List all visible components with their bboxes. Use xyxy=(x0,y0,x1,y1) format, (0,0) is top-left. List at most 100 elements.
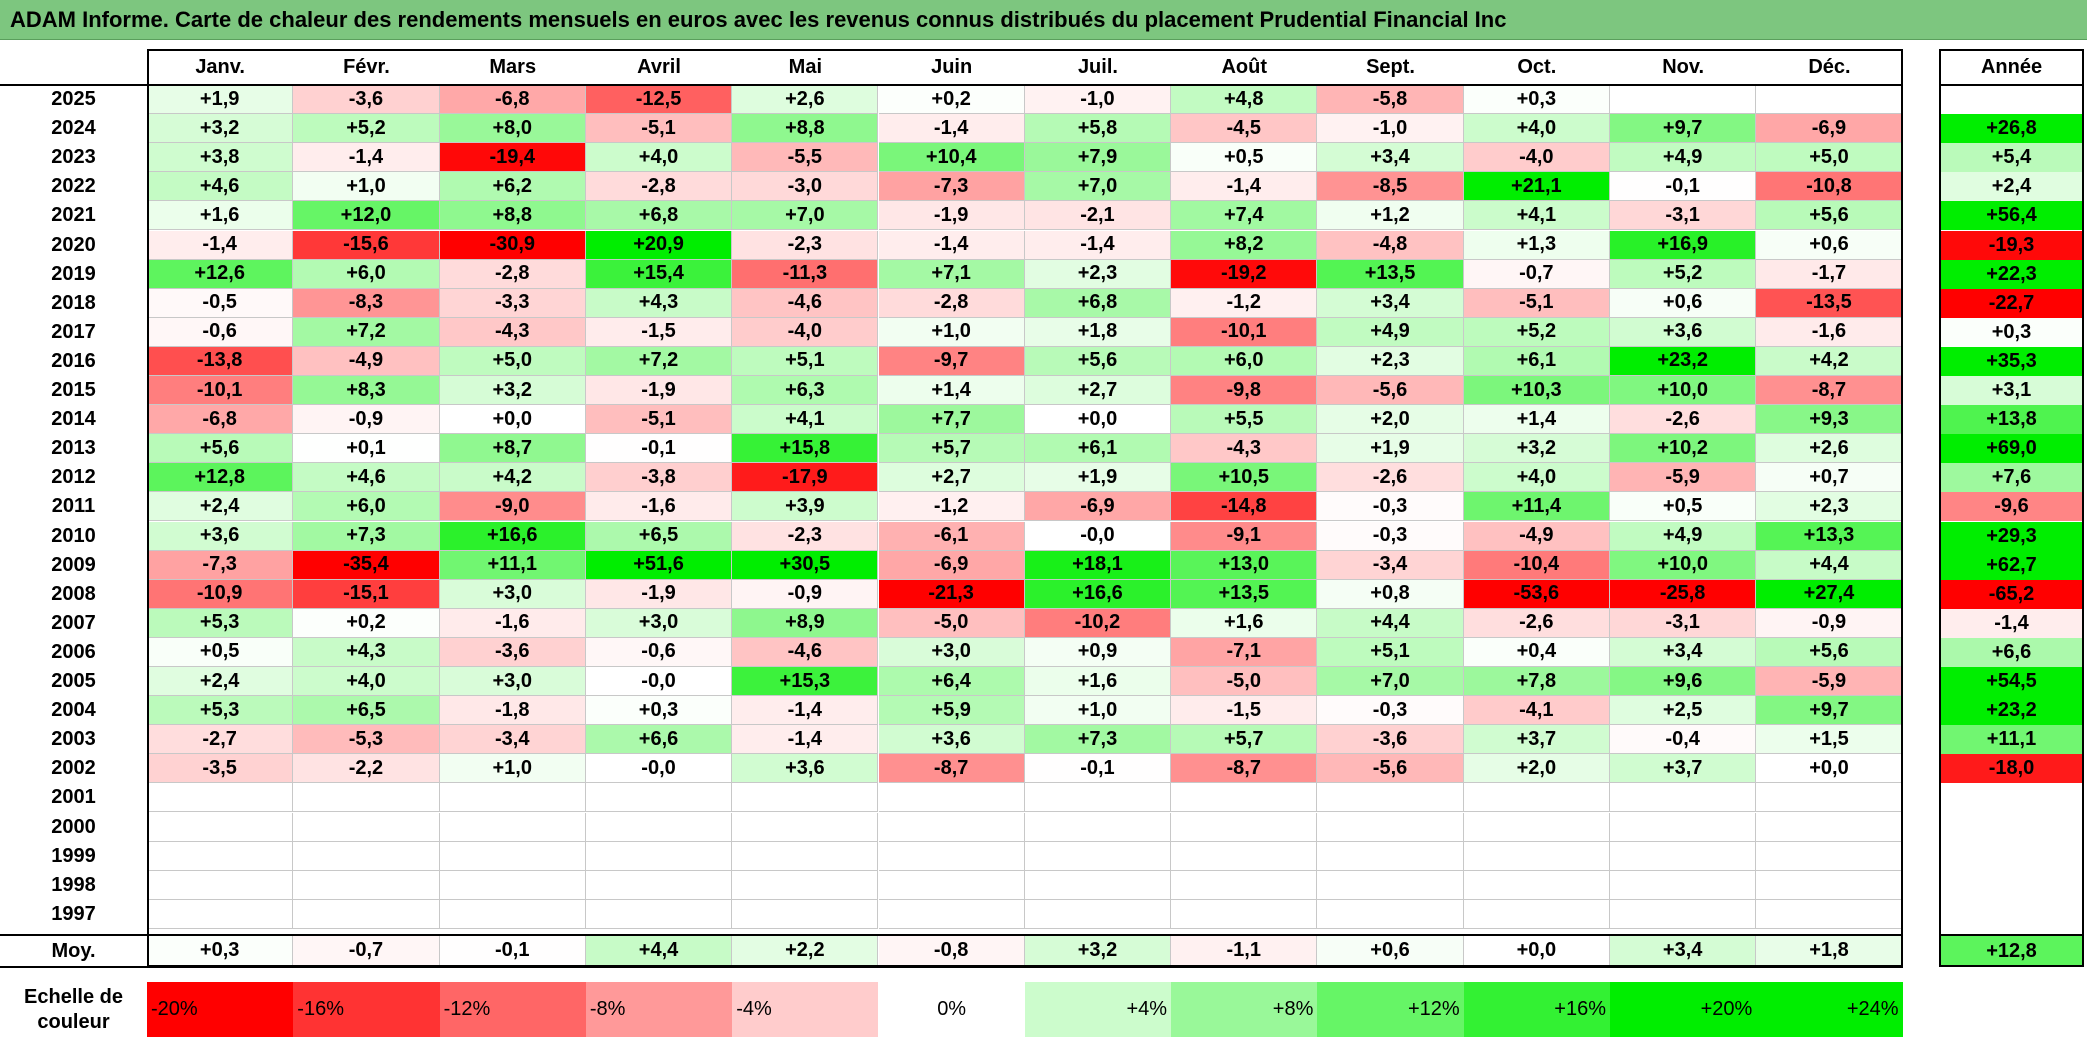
heatmap-cell xyxy=(293,783,440,813)
heatmap-cell: +3,0 xyxy=(439,579,586,609)
heatmap-cell xyxy=(1317,783,1464,813)
heatmap-cell: -13,5 xyxy=(1756,288,1903,318)
heatmap-cell xyxy=(1610,870,1757,900)
month-header: Avril xyxy=(637,55,681,78)
heatmap-cell: -9,1 xyxy=(1171,521,1318,551)
heatmap-cell: -4,1 xyxy=(1463,696,1610,726)
heatmap-cell: -2,6 xyxy=(1463,608,1610,638)
heatmap-cell xyxy=(878,841,1025,871)
heatmap-cell: +5,6 xyxy=(1756,201,1903,231)
heatmap-cell: +2,7 xyxy=(878,463,1025,493)
heatmap-cell: -4,0 xyxy=(1463,143,1610,173)
heatmap-cell xyxy=(1024,783,1172,813)
heatmap-cell: +8,9 xyxy=(732,608,879,638)
heatmap-cell: +3,6 xyxy=(1610,317,1757,347)
annual-return-cell: +54,5 xyxy=(1939,667,2084,697)
heatmap-cell: +2,4 xyxy=(147,667,294,697)
heatmap-cell: -4,9 xyxy=(293,346,440,376)
annual-return-cell: +62,7 xyxy=(1939,550,2084,580)
heatmap-cell: +10,5 xyxy=(1171,463,1318,493)
month-header: Févr. xyxy=(343,55,390,78)
heatmap-cell: -0,9 xyxy=(1756,608,1903,638)
heatmap-cell: +11,4 xyxy=(1463,492,1610,522)
heatmap-cell: +4,1 xyxy=(732,405,879,435)
heatmap-cell: +3,6 xyxy=(878,725,1025,755)
heatmap-cell: +13,5 xyxy=(1317,259,1464,289)
heatmap-cell xyxy=(878,783,1025,813)
heatmap-cell xyxy=(1463,899,1610,929)
heatmap-cell: +10,2 xyxy=(1610,434,1757,464)
heatmap-cell: -8,7 xyxy=(1171,754,1318,784)
heatmap-cell: -5,1 xyxy=(585,405,733,435)
heatmap-cell: -4,6 xyxy=(732,637,879,667)
heatmap-cell: +4,4 xyxy=(1317,608,1464,638)
heatmap-cell xyxy=(1610,899,1757,929)
heatmap-cell: -2,7 xyxy=(147,725,294,755)
row-year-label: 2023 xyxy=(51,146,96,169)
heatmap-cell: +3,2 xyxy=(1463,434,1610,464)
heatmap-cell: -5,3 xyxy=(293,725,440,755)
heatmap-cell: -6,9 xyxy=(1756,114,1903,144)
heatmap-cell: +0,2 xyxy=(293,608,440,638)
average-cell: +3,2 xyxy=(1024,935,1172,967)
annual-return-cell: +22,3 xyxy=(1939,259,2084,289)
heatmap-cell: -0,7 xyxy=(1463,259,1610,289)
heatmap-cell: -2,6 xyxy=(1610,405,1757,435)
average-cell: -0,8 xyxy=(878,935,1025,967)
month-header: Juin xyxy=(931,55,973,78)
heatmap-cell: -2,8 xyxy=(878,288,1025,318)
heatmap-cell: -4,9 xyxy=(1463,521,1610,551)
heatmap-cell: -10,2 xyxy=(1024,608,1172,638)
annual-return-cell: +29,3 xyxy=(1939,521,2084,551)
heatmap-cell: -0,3 xyxy=(1317,492,1464,522)
heatmap-cell: +16,9 xyxy=(1610,230,1757,260)
heatmap-cell: +27,4 xyxy=(1756,579,1903,609)
annual-return-cell xyxy=(1939,841,2084,871)
heatmap-cell: +6,0 xyxy=(293,259,440,289)
heatmap-cell: +0,2 xyxy=(878,85,1025,115)
heatmap-cell: +6,1 xyxy=(1024,434,1172,464)
heatmap-cell: +2,6 xyxy=(1756,434,1903,464)
heatmap-cell: -1,2 xyxy=(878,492,1025,522)
heatmap-cell: +1,2 xyxy=(1317,201,1464,231)
heatmap-cell: -1,8 xyxy=(439,696,586,726)
heatmap-cell: -30,9 xyxy=(439,230,586,260)
heatmap-cell: -10,8 xyxy=(1756,172,1903,202)
heatmap-cell xyxy=(1756,85,1903,115)
annual-return-cell: -19,3 xyxy=(1939,230,2084,260)
heatmap-cell: -5,0 xyxy=(1171,667,1318,697)
heatmap-cell: +3,9 xyxy=(732,492,879,522)
heatmap-cell: -0,1 xyxy=(1024,754,1172,784)
heatmap-cell: -15,1 xyxy=(293,579,440,609)
heatmap-cell: +18,1 xyxy=(1024,550,1172,580)
heatmap-cell: +3,4 xyxy=(1317,143,1464,173)
heatmap-cell xyxy=(1171,841,1318,871)
year-column-header: Année xyxy=(1980,55,2043,78)
heatmap-cell: +2,6 xyxy=(732,85,879,115)
annual-return-cell xyxy=(1939,812,2084,842)
row-year-label: 2002 xyxy=(51,757,96,780)
heatmap-cell: -9,0 xyxy=(439,492,586,522)
heatmap-cell: -10,9 xyxy=(147,579,294,609)
row-year-label: 2015 xyxy=(51,379,96,402)
heatmap-cell xyxy=(732,899,879,929)
heatmap-cell: +0,3 xyxy=(1463,85,1610,115)
color-scale-swatch: +20% xyxy=(1610,982,1757,1037)
heatmap-cell: -15,6 xyxy=(293,230,440,260)
heatmap-cell xyxy=(439,783,586,813)
heatmap-cell: +10,3 xyxy=(1463,376,1610,406)
title-bar: ADAM Informe. Carte de chaleur des rende… xyxy=(0,0,2087,40)
heatmap-cell: +3,7 xyxy=(1610,754,1757,784)
heatmap-cell xyxy=(1317,899,1464,929)
heatmap-cell: +5,0 xyxy=(439,346,586,376)
heatmap-cell: -0,0 xyxy=(585,667,733,697)
average-annual-cell: +12,8 xyxy=(1939,935,2084,967)
color-scale-swatch: -12% xyxy=(439,982,586,1037)
row-year-label: 1997 xyxy=(51,902,96,925)
heatmap-cell: -4,8 xyxy=(1317,230,1464,260)
heatmap-cell: +5,2 xyxy=(1463,317,1610,347)
average-divider-annual xyxy=(1939,934,2084,936)
heatmap-cell: +5,8 xyxy=(1024,114,1172,144)
annual-return-cell: +5,4 xyxy=(1939,143,2084,173)
heatmap-cell xyxy=(878,812,1025,842)
